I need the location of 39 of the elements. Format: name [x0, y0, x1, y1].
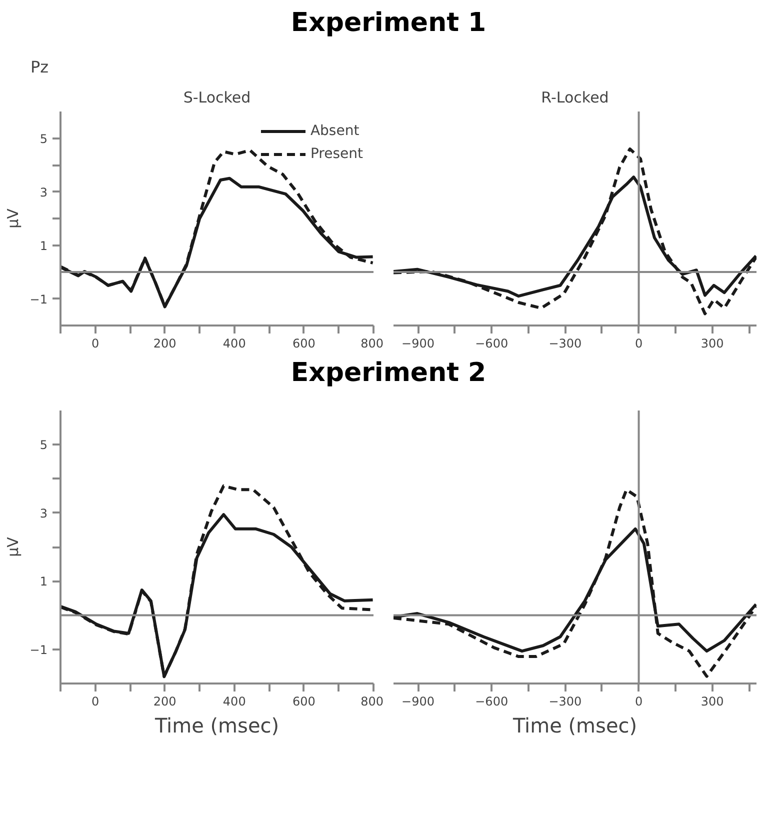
x-tick-label: 600	[292, 336, 316, 350]
x-tick-label: 200	[153, 336, 176, 350]
text: Pz	[30, 58, 49, 76]
x-tick-label: −600	[475, 336, 508, 350]
x-tick-label: 800	[360, 694, 384, 708]
x-axis-title: Time (msec)	[154, 714, 280, 738]
y-tick-label: 3	[40, 506, 48, 520]
x-tick-label: 0	[634, 694, 643, 708]
x-tick-label: 400	[222, 694, 246, 708]
x-tick-label: 300	[700, 336, 724, 350]
x-tick-label: 300	[700, 694, 724, 708]
chart-title: Experiment 2	[290, 357, 486, 390]
x-tick-label: −900	[402, 694, 435, 708]
legend-label: Absent	[310, 123, 360, 139]
y-axis-title: μV	[4, 536, 22, 557]
chart-subtitle: S-Locked	[183, 88, 251, 106]
chart-subtitle: R-Locked	[541, 88, 609, 106]
x-tick-label: 0	[91, 336, 100, 350]
x-axis-title: Time (msec)	[512, 714, 638, 738]
y-tick-label: 5	[40, 132, 48, 146]
y-tick-label: 5	[40, 438, 48, 452]
x-tick-label: −300	[548, 694, 582, 708]
x-tick-label: −900	[402, 336, 435, 350]
legend-label: Present	[310, 146, 363, 162]
y-tick-label: 3	[40, 185, 48, 200]
y-tick-label: 1	[40, 574, 48, 589]
chart-title: Experiment 1	[290, 7, 486, 40]
y-axis-title: μV	[4, 208, 22, 228]
x-tick-label: 200	[153, 694, 176, 708]
x-tick-label: 400	[222, 336, 246, 350]
x-tick-label: 600	[292, 694, 316, 708]
x-tick-label: 0	[634, 336, 643, 350]
x-tick-label: −600	[475, 694, 508, 708]
x-tick-label: −300	[548, 336, 582, 350]
y-tick-label: 1	[40, 238, 48, 253]
y-tick-label: −1	[30, 292, 48, 306]
y-tick-label: −1	[30, 642, 48, 657]
x-tick-label: 0	[91, 694, 100, 708]
x-tick-label: 800	[360, 336, 384, 350]
